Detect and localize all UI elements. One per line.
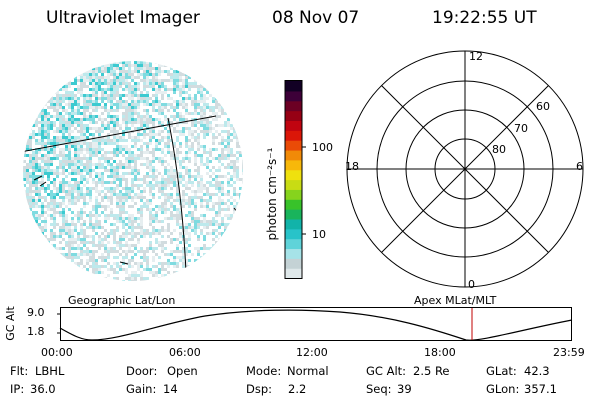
timeline-frame	[60, 307, 572, 341]
footer-gain-value: 14	[163, 382, 178, 396]
colorbar-frame	[284, 80, 303, 279]
colorbar-cell	[285, 120, 302, 131]
uv-emission-speckles	[23, 61, 243, 281]
footer-glon-label: GLon:	[486, 382, 520, 396]
colorbar-cell	[285, 248, 302, 259]
apex-polar-grid: 12 18 6 0 60 70 80	[345, 50, 584, 291]
footer-gain-label: Gain:	[126, 382, 157, 396]
colorbar-cell	[285, 228, 302, 240]
colorbar-unit-label: photon cm⁻²s⁻¹	[265, 147, 279, 241]
colorbar-cell	[285, 90, 302, 102]
mlt-label-0: 0	[468, 278, 475, 291]
colorbar-cell	[285, 149, 302, 161]
colorbar-cell	[285, 130, 302, 141]
mlt-diagonal-2	[381, 85, 549, 253]
footer-mode-label: Mode:	[246, 364, 282, 378]
timeline-ytick-9: 9.0	[27, 306, 45, 319]
colorbar-tick-label-100: 100	[312, 141, 333, 154]
footer-glat-label: GLat:	[486, 364, 517, 378]
footer-dsp-value: 2.2	[288, 382, 307, 396]
instrument-title: Ultraviolet Imager	[46, 8, 200, 28]
colorbar-cell	[285, 258, 302, 269]
footer-mode-value: Normal	[287, 364, 329, 378]
footer-flt-label: Flt:	[10, 364, 29, 378]
colorbar-cell	[285, 209, 302, 220]
timeline-xtick-2359: 23:59	[553, 346, 585, 359]
colorbar-cell	[285, 140, 302, 151]
footer-seq-value: 39	[397, 382, 412, 396]
footer-seq-label: Seq:	[366, 382, 392, 396]
mlat-label-60: 60	[536, 100, 550, 113]
footer-glon-value: 357.1	[524, 382, 557, 396]
colorbar-tick-label-10: 10	[312, 228, 326, 241]
mlt-label-6: 6	[576, 160, 583, 173]
colorbar-cell	[285, 238, 302, 250]
latitude-line	[23, 115, 217, 153]
longitude-line	[167, 117, 187, 273]
footer-dsp-label: Dsp:	[246, 382, 273, 396]
observation-time: 19:22:55 UT	[432, 8, 537, 28]
footer-ip-label: IP:	[10, 382, 25, 396]
colorbar-cell	[285, 268, 302, 279]
timeline-xtick-1200: 12:00	[296, 346, 328, 359]
left-panel-caption: Geographic Lat/Lon	[68, 294, 176, 307]
mlt-label-18: 18	[345, 160, 359, 173]
colorbar-cell	[285, 110, 302, 121]
colorbar-cell	[285, 169, 302, 181]
coastline-fragment	[33, 175, 47, 187]
colorbar-cell	[285, 100, 302, 112]
timeline-panel	[57, 307, 573, 341]
timeline-xtick-1800: 18:00	[424, 346, 456, 359]
geographic-image-panel	[23, 61, 243, 281]
mlat-label-70: 70	[514, 122, 528, 135]
footer-door-label: Door:	[126, 364, 158, 378]
colorbar-cell	[285, 81, 302, 92]
footer-glat-value: 42.3	[524, 364, 550, 378]
timeline-xtick-0600: 06:00	[169, 346, 201, 359]
right-panel-caption: Apex MLat/MLT	[414, 294, 497, 307]
colorbar-cell	[285, 218, 302, 230]
colorbar	[284, 80, 306, 279]
observation-date: 08 Nov 07	[272, 8, 360, 28]
footer-gcalt-value: 2.5 Re	[413, 364, 450, 378]
coastline-fragment	[119, 261, 129, 265]
timeline-xtick-0000: 00:00	[41, 346, 73, 359]
footer-gcalt-label: GC Alt:	[366, 364, 407, 378]
mlt-label-12: 12	[469, 50, 483, 63]
colorbar-cell	[285, 159, 302, 171]
mlat-label-80: 80	[492, 143, 506, 156]
footer-door-value: Open	[167, 364, 198, 378]
footer-flt-value: LBHL	[35, 364, 65, 378]
colorbar-cell	[285, 199, 302, 210]
timeline-ytick-1-8: 1.8	[27, 325, 45, 338]
gc-altitude-curve	[59, 309, 573, 341]
colorbar-cell	[285, 189, 302, 200]
colorbar-cell	[285, 179, 302, 190]
footer-ip-value: 36.0	[30, 382, 56, 396]
